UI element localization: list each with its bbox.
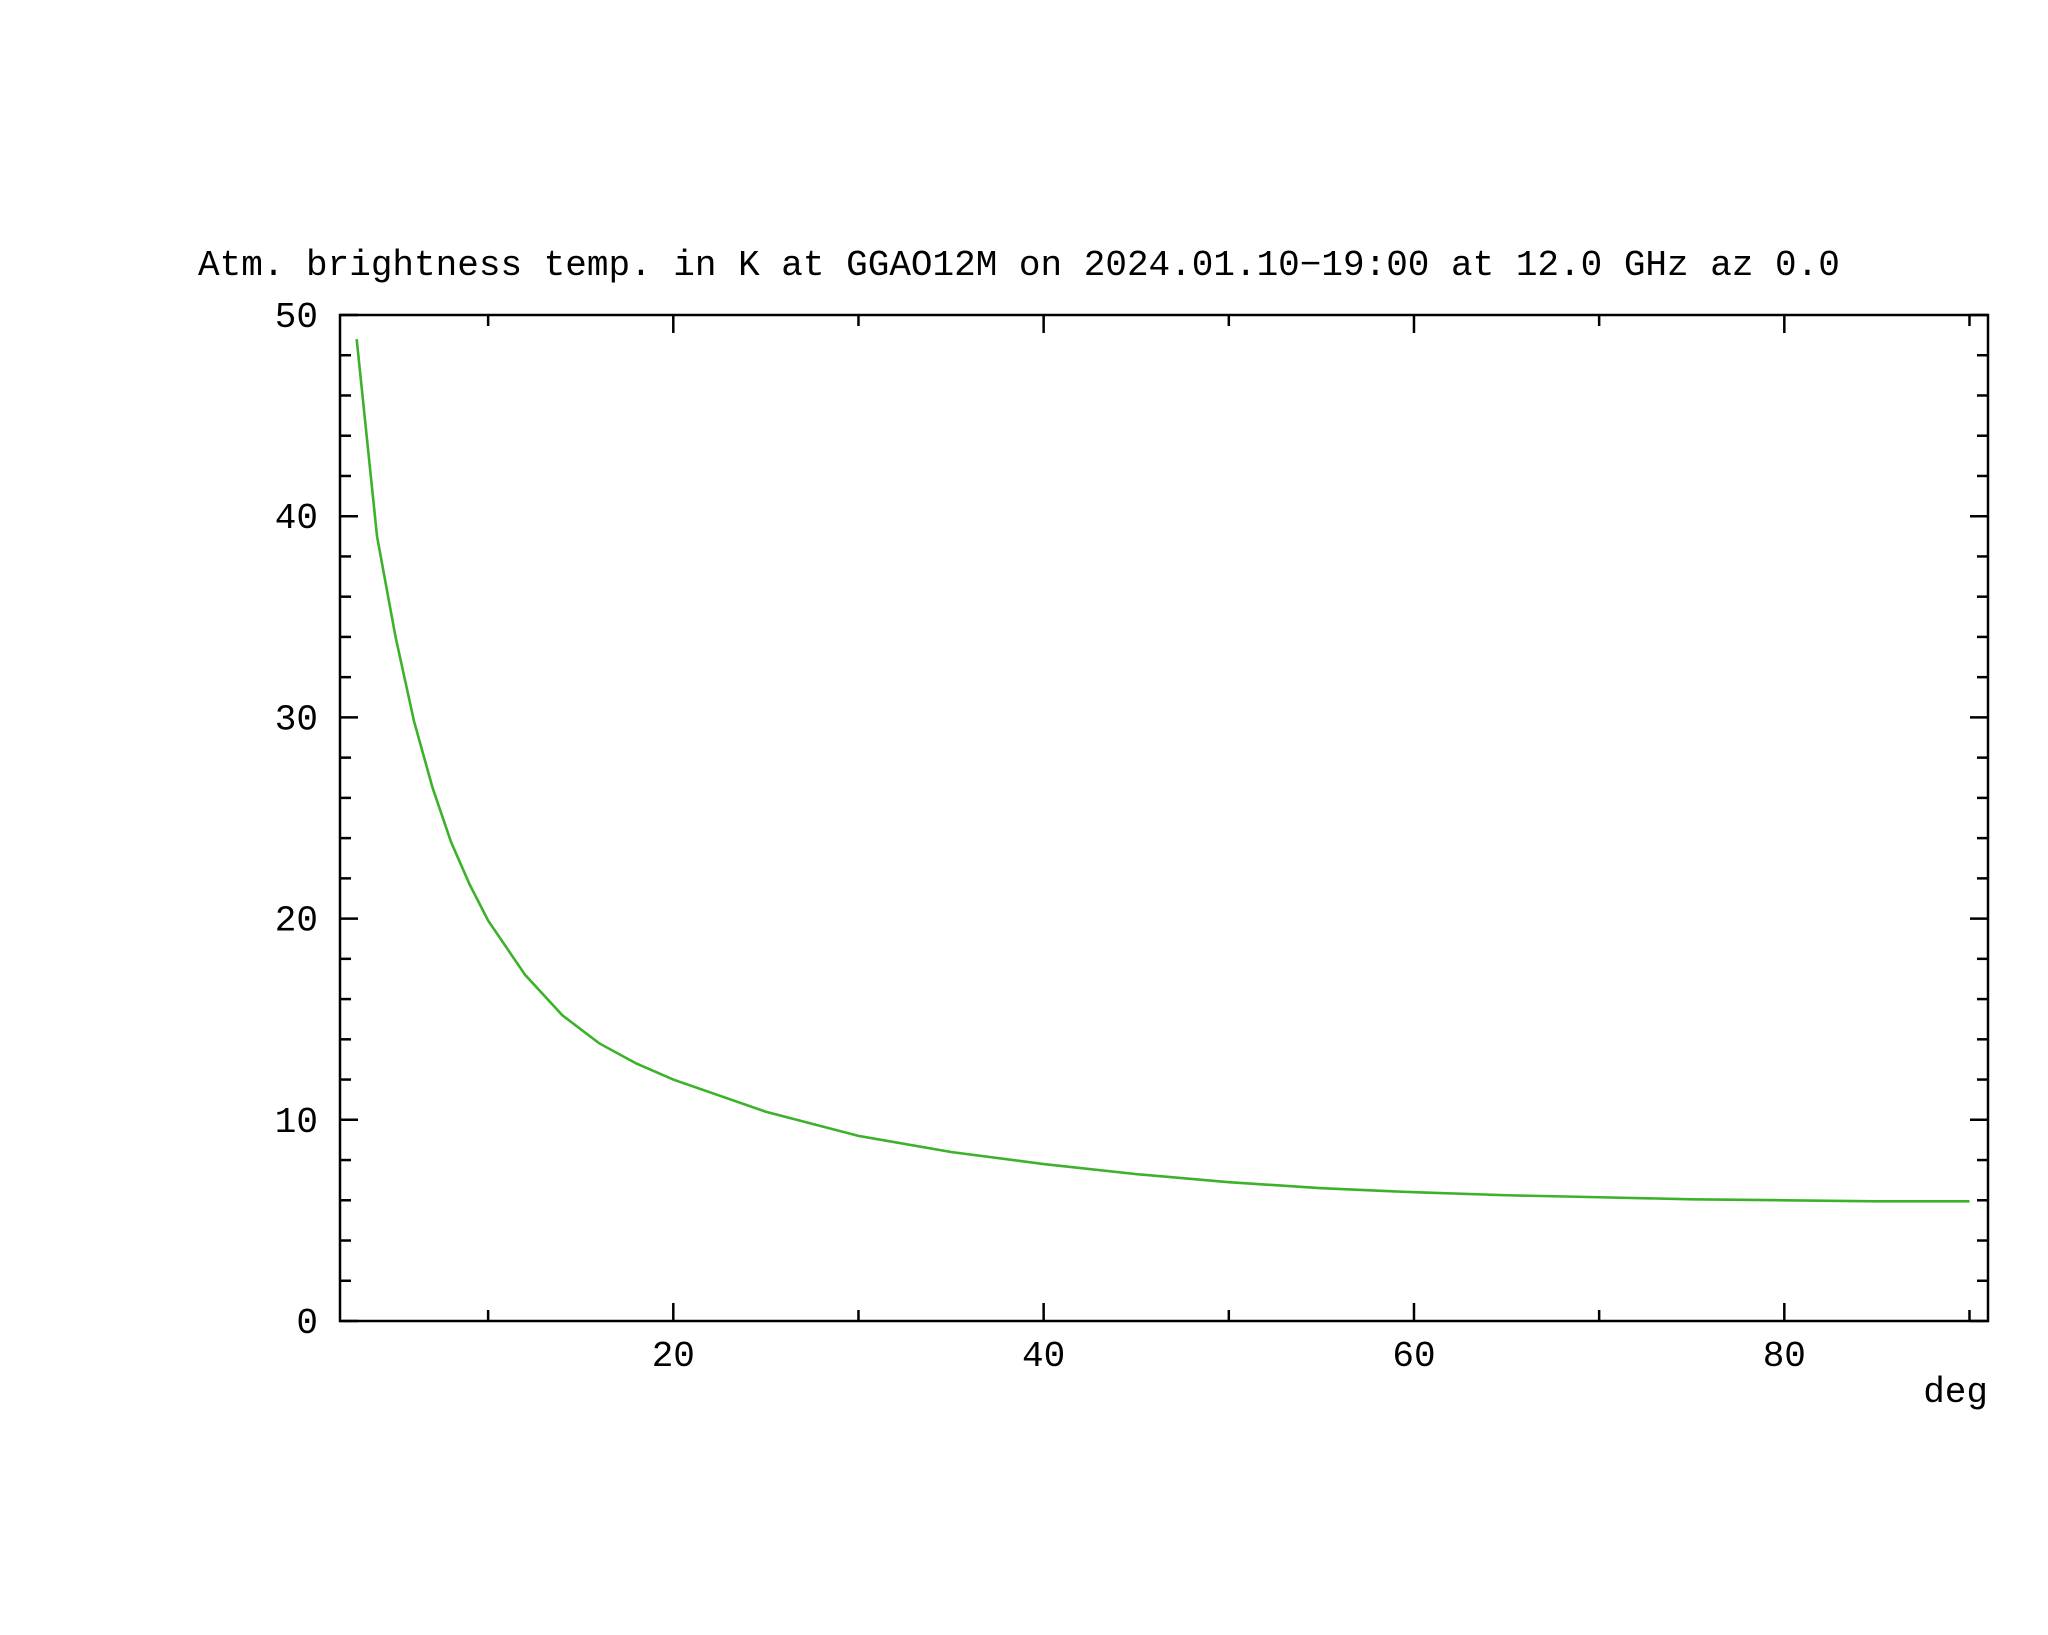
y-tick-label: 0 [296, 1303, 318, 1344]
x-tick-label: 20 [652, 1336, 695, 1377]
x-tick-label: 60 [1392, 1336, 1435, 1377]
x-axis-label: deg [1923, 1372, 1988, 1413]
x-tick-label: 40 [1022, 1336, 1065, 1377]
x-tick-label: 80 [1763, 1336, 1806, 1377]
y-tick-label: 50 [275, 297, 318, 338]
y-tick-label: 30 [275, 699, 318, 740]
y-tick-label: 10 [275, 1102, 318, 1143]
data-line [355, 339, 1970, 1203]
plot-frame [338, 313, 1990, 1323]
y-tick-label: 40 [275, 498, 318, 539]
chart-title: Atm. brightness temp. in K at GGAO12M on… [198, 245, 1840, 286]
y-tick-label: 20 [275, 901, 318, 942]
